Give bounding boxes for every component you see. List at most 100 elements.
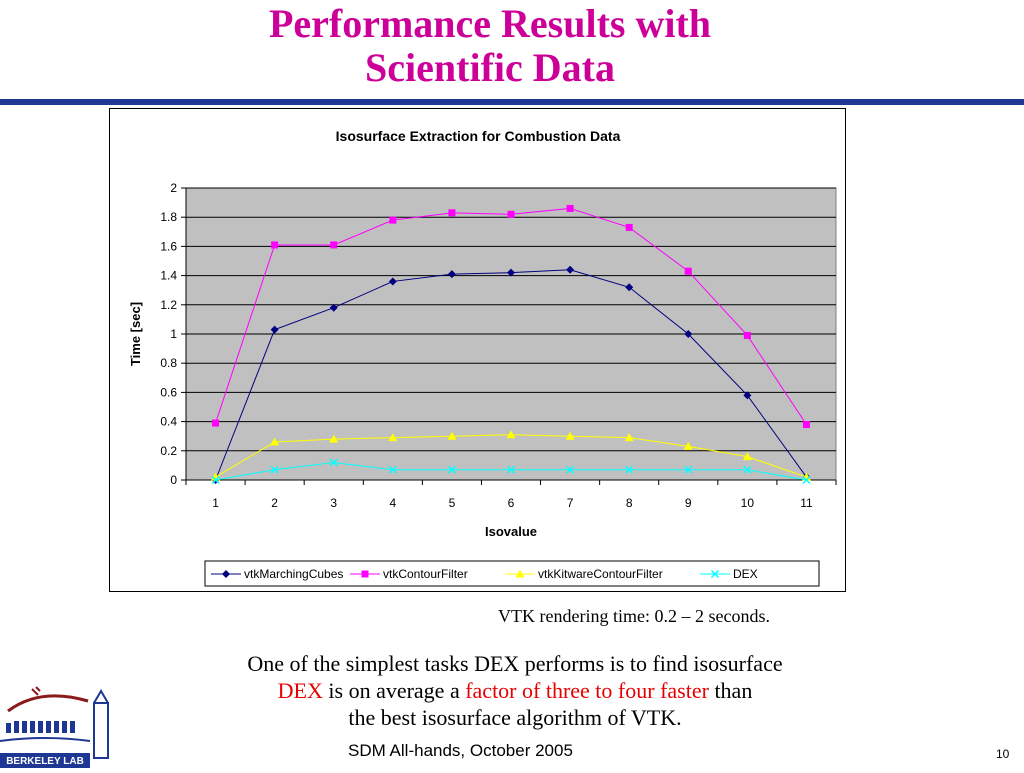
data-point (565, 431, 575, 440)
data-point (330, 241, 338, 249)
data-point (212, 419, 220, 427)
data-point (743, 391, 752, 400)
data-point (388, 433, 398, 442)
speedup-emphasis: factor of three to four faster (465, 678, 709, 703)
axes (181, 187, 837, 485)
y-axis-label: Time [sec] (128, 302, 143, 366)
data-point (271, 241, 279, 249)
data-point (802, 475, 811, 485)
series-vtkContourFilter (212, 204, 810, 429)
data-point (566, 204, 574, 212)
y-tick-label: 2 (170, 181, 177, 195)
body-text: One of the simplest tasks DEX performs i… (110, 650, 920, 731)
data-point (211, 475, 220, 485)
x-tick-label: 9 (685, 496, 692, 510)
data-point (388, 465, 397, 474)
data-point (802, 421, 810, 429)
x-tick-label: 5 (449, 496, 456, 510)
body-line-3: the best isosurface algorithm of VTK. (348, 705, 682, 730)
y-tick-label: 1.6 (160, 239, 177, 253)
data-point (270, 465, 279, 474)
series-group (211, 204, 811, 485)
footer-text: SDM All-hands, October 2005 (348, 741, 573, 760)
slide-title-line2: Scientific Data (365, 45, 615, 90)
legend-label: vtkKitwareContourFilter (538, 567, 663, 581)
x-axis-label: Isovalue (485, 524, 537, 539)
body-line-2-end: than (708, 678, 753, 703)
series-vtkMarchingCubes (211, 265, 811, 484)
logo-text: BERKELEY LAB (6, 756, 84, 767)
data-point (270, 437, 280, 446)
chart-title: Isosurface Extraction for Combustion Dat… (336, 128, 621, 144)
berkeley-lab-logo: BERKELEY LAB (0, 683, 118, 768)
data-point (448, 209, 456, 217)
data-point (506, 465, 516, 474)
data-point (683, 441, 693, 450)
x-tick-label: 6 (508, 496, 515, 510)
y-tick-label: 1.2 (160, 298, 177, 312)
x-tick-label: 10 (741, 496, 755, 510)
data-point (329, 458, 338, 467)
legend-marker (361, 570, 369, 578)
caption: VTK rendering time: 0.2 – 2 seconds. (498, 606, 770, 626)
body-line-2: DEX is on average a factor of three to f… (110, 677, 920, 704)
data-point (742, 452, 752, 461)
data-point (329, 434, 339, 443)
y-tick-label: 0 (170, 473, 177, 487)
data-point (447, 465, 456, 474)
title-divider (0, 99, 1024, 105)
data-point (447, 431, 457, 440)
data-point (684, 267, 692, 275)
data-point (743, 465, 752, 474)
y-tick-label: 0.2 (160, 444, 177, 458)
body-line-1: One of the simplest tasks DEX performs i… (247, 651, 783, 676)
body-line-2-text: is on average a (322, 678, 466, 703)
data-point (743, 331, 751, 339)
legend: vtkMarchingCubes vtkContourFilter vtkKitwa… (211, 567, 758, 581)
data-point (624, 433, 634, 442)
data-point (566, 465, 575, 474)
data-point (388, 277, 397, 286)
data-point (447, 270, 456, 279)
data-point (625, 465, 634, 474)
legend-label: DEX (733, 567, 758, 581)
data-point (329, 303, 338, 312)
data-point (507, 268, 515, 277)
tick-labels: 0 0.2 0.4 0.6 0.8 1 1.2 1.4 1.6 1.8 2 1 2 3 4 5 6 7 8 9 10 11 (160, 181, 813, 510)
data-point (566, 265, 575, 274)
x-tick-label: 8 (626, 496, 633, 510)
y-tick-label: 1 (170, 327, 177, 341)
x-tick-label: 1 (212, 496, 219, 510)
chart-frame: Isosurface Extraction for Combustion Dat… (109, 108, 846, 592)
legend-marker (710, 569, 720, 579)
x-tick-label: 3 (330, 496, 337, 510)
x-tick-label: 2 (271, 496, 278, 510)
series-DEX (211, 458, 811, 485)
y-tick-label: 1.8 (160, 210, 177, 224)
data-point (684, 465, 693, 474)
legend-label: vtkContourFilter (383, 567, 468, 581)
legend-marker (222, 570, 230, 578)
y-tick-label: 0.8 (160, 356, 177, 370)
isosurface-chart: Isosurface Extraction for Combustion Dat… (128, 128, 837, 587)
slide-title: Performance Results with Scientific Data (0, 2, 980, 90)
legend-item: vtkMarchingCubes (211, 567, 343, 581)
legend-marker (515, 569, 525, 578)
page-number: 10 (996, 747, 1010, 761)
x-tick-label: 7 (567, 496, 574, 510)
y-tick-label: 1.4 (160, 269, 177, 283)
data-point (270, 325, 279, 334)
legend-item: vtkContourFilter (350, 567, 468, 581)
data-point (625, 283, 634, 292)
dex-emphasis: DEX (277, 678, 323, 703)
y-tick-label: 0.6 (160, 385, 177, 399)
legend-item: vtkKitwareContourFilter (505, 567, 663, 581)
legend-label: vtkMarchingCubes (244, 567, 343, 581)
data-point (684, 330, 693, 338)
legend-item: DEX (700, 567, 758, 581)
data-point (507, 210, 515, 218)
slide-title-line1: Performance Results with (268, 1, 712, 46)
data-point (389, 216, 397, 224)
x-tick-label: 11 (800, 496, 813, 510)
x-tick-label: 4 (389, 496, 396, 510)
